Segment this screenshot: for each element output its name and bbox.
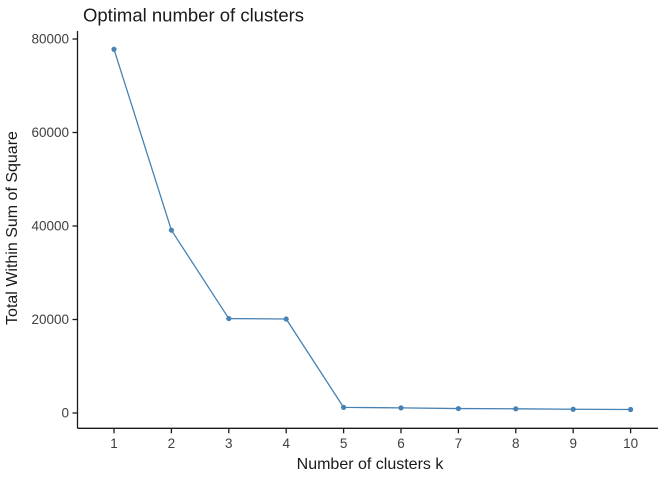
y-tick-group: 0 20000 40000 60000 80000: [31, 32, 78, 421]
series-line: [113, 48, 632, 411]
data-point: [168, 227, 174, 233]
x-tick-label: 9: [569, 436, 577, 451]
data-point: [226, 315, 232, 322]
y-tick-label: 20000: [31, 312, 69, 327]
x-tick-label: 7: [455, 436, 463, 451]
data-point: [513, 406, 519, 412]
data-point: [570, 406, 576, 412]
x-tick-label: 4: [282, 436, 290, 451]
x-tick-label: 10: [623, 436, 638, 451]
x-tick-label: 6: [397, 436, 405, 451]
y-tick-label: 0: [61, 406, 69, 421]
x-tick-label: 5: [340, 436, 348, 451]
data-point: [111, 46, 117, 52]
data-point: [341, 404, 347, 410]
chart-title: Optimal number of clusters: [83, 5, 304, 26]
data-point: [283, 316, 289, 322]
x-tick-label: 3: [225, 436, 233, 451]
data-point: [398, 405, 404, 411]
y-tick-label: 60000: [31, 125, 69, 140]
x-tick-label: 1: [110, 436, 118, 451]
x-tick-label: 2: [168, 436, 176, 451]
y-tick-label: 80000: [31, 32, 69, 47]
series-group: [111, 46, 634, 413]
x-tick-group: 1 2 3 4 5 6 7 8 9 10: [110, 428, 638, 451]
x-tick-label: 8: [512, 436, 520, 451]
y-axis-label: Total Within Sum of Square: [4, 131, 21, 325]
x-axis-label: Number of clusters k: [297, 456, 445, 473]
data-point: [628, 406, 634, 413]
data-point: [455, 405, 461, 412]
y-tick-label: 40000: [31, 219, 69, 234]
